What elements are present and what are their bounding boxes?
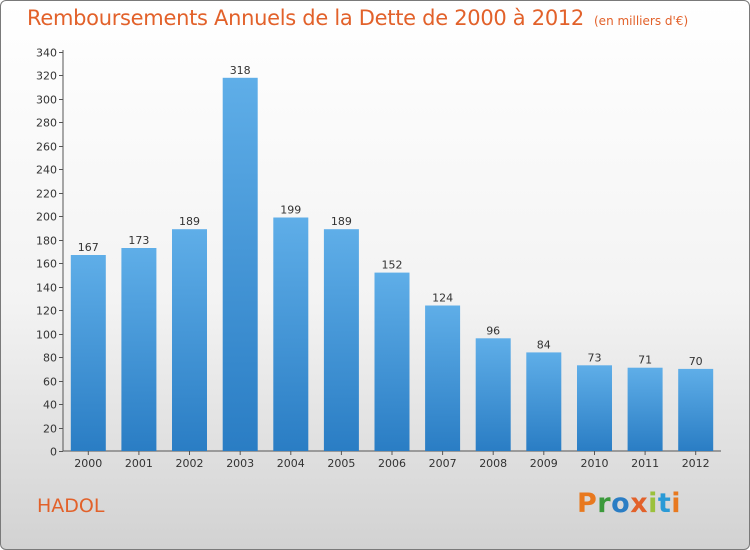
value-label-2010: 73 [588,351,602,364]
bar-2001 [121,248,157,451]
chart-title: Remboursements Annuels de la Dette de 20… [27,6,584,30]
x-tick-label-2009: 2009 [530,457,558,470]
logo-letter: o [611,488,631,519]
logo-letter: P [577,488,598,519]
bar-2008 [475,338,511,451]
x-tick-label-2006: 2006 [378,457,406,470]
y-tick-label: 320 [36,70,57,83]
bar-2009 [526,352,562,451]
value-label-2007: 124 [432,292,453,305]
x-tick-label-2011: 2011 [631,457,659,470]
value-label-2011: 71 [638,354,652,367]
title-row: Remboursements Annuels de la Dette de 20… [27,6,688,30]
y-tick-label: 20 [43,423,57,436]
bar-2003 [222,77,258,452]
city-name: HADOL [37,495,105,517]
bar-2000 [70,255,106,451]
proxiti-logo[interactable]: Proxiti [577,488,681,519]
value-label-2005: 189 [331,215,352,228]
logo-letter: i [648,488,658,519]
x-tick-label-2003: 2003 [226,457,254,470]
logo-letter: i [671,488,682,519]
y-tick-label: 80 [43,352,57,365]
bar-2006 [374,272,410,451]
y-tick-label: 240 [36,164,57,177]
x-tick-label-2007: 2007 [429,457,457,470]
value-label-2012: 70 [689,355,703,368]
y-tick-label: 300 [36,94,57,107]
bar-2010 [577,365,612,451]
bar-2012 [678,368,714,451]
chart-unit: (en milliers d'€) [594,14,689,28]
bar-2004 [273,217,309,451]
x-tick-label-2002: 2002 [176,457,204,470]
x-tick-label-2010: 2010 [581,457,609,470]
y-tick-label: 100 [36,329,57,342]
logo-letter: r [597,488,612,519]
bar-2005 [323,229,359,451]
value-label-2003: 318 [230,64,251,77]
logo-letter: t [657,488,672,519]
y-tick-label: 280 [36,117,57,130]
y-tick-label: 120 [36,305,57,318]
y-tick-label: 180 [36,235,57,248]
x-tick-label-2000: 2000 [74,457,102,470]
y-tick-label: 140 [36,282,57,295]
y-tick-label: 0 [50,446,57,459]
value-label-2002: 189 [179,215,200,228]
y-tick-label: 60 [43,376,57,389]
y-tick-label: 260 [36,141,57,154]
value-label-2006: 152 [382,259,403,272]
y-tick-label: 340 [36,47,57,60]
logo-letter: x [630,488,649,519]
x-tick-label-2012: 2012 [682,457,710,470]
value-label-2004: 199 [280,204,301,217]
x-tick-label-2004: 2004 [277,457,305,470]
x-tick-label-2005: 2005 [327,457,355,470]
value-label-2001: 173 [128,234,149,247]
value-label-2008: 96 [486,324,500,337]
value-label-2009: 84 [537,338,551,351]
bar-2007 [425,305,461,451]
y-tick-label: 220 [36,188,57,201]
y-tick-label: 40 [43,399,57,412]
bar-2011 [627,367,663,451]
bar-2002 [172,229,207,451]
x-tick-label-2001: 2001 [125,457,153,470]
y-tick-label: 160 [36,258,57,271]
x-tick-label-2008: 2008 [479,457,507,470]
value-label-2000: 167 [78,241,99,254]
y-tick-label: 200 [36,211,57,224]
